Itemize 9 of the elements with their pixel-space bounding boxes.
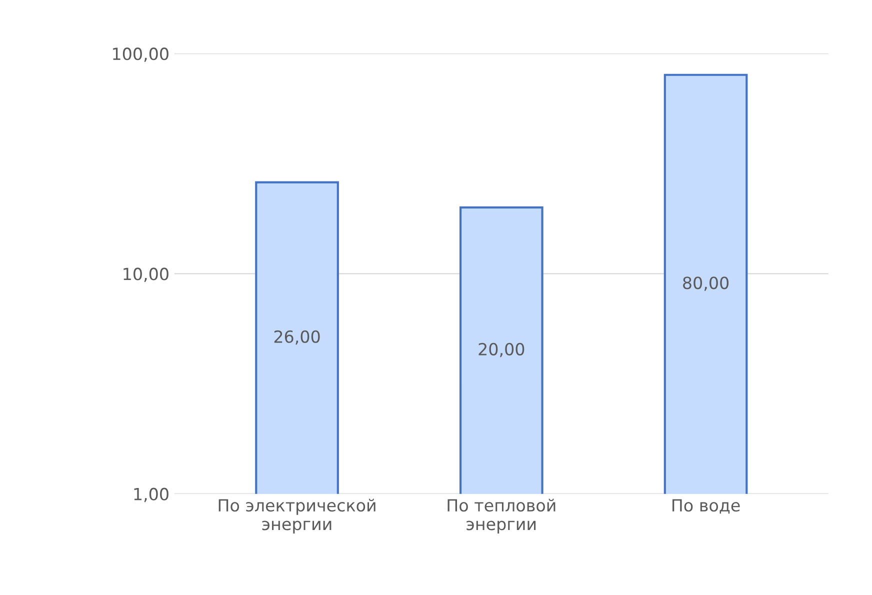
x-tick-label: По электрической энергии <box>218 498 376 534</box>
data-label: 80,00 <box>683 276 729 291</box>
data-label: 20,00 <box>478 342 524 358</box>
x-tick-label: По тепловой энергии <box>448 498 556 534</box>
y-tick-label: 10,00 <box>124 268 168 282</box>
data-label: 26,00 <box>274 330 320 345</box>
y-tick-label: 100,00 <box>113 48 168 62</box>
y-tick-label: 1,00 <box>134 488 168 502</box>
x-tick-label: По воде <box>672 499 740 514</box>
